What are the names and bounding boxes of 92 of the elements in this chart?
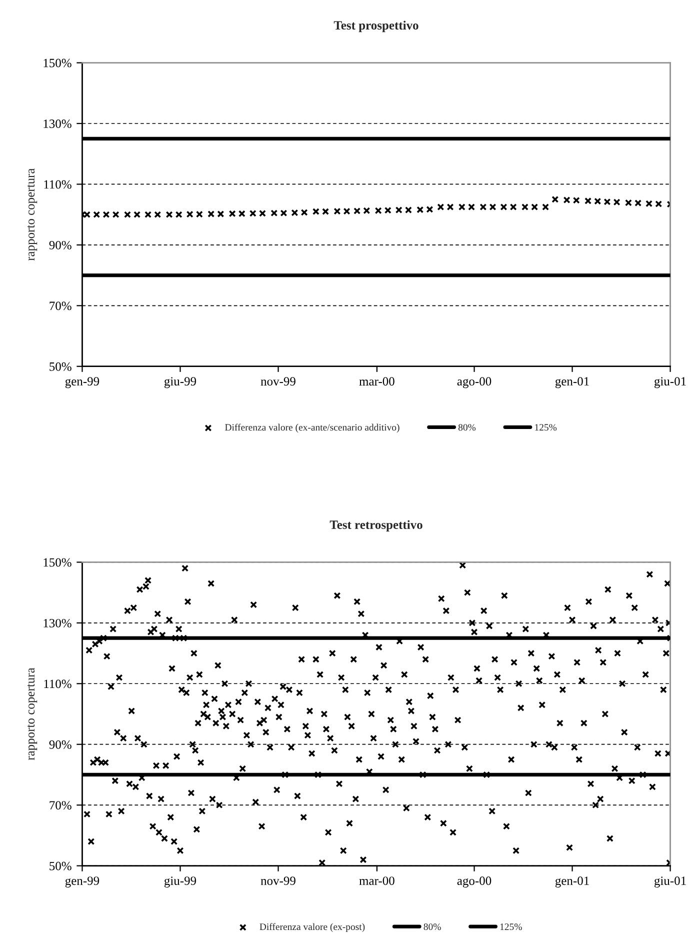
point <box>563 196 570 204</box>
legend-label: 80% <box>458 424 476 431</box>
point <box>489 203 496 210</box>
x-tick-label: mar-00 <box>359 377 394 386</box>
x-tick-label: giu-01 <box>654 876 686 888</box>
point <box>521 203 528 210</box>
point <box>280 210 288 217</box>
x-tick-label: gen-01 <box>555 876 589 888</box>
point <box>624 199 632 206</box>
point <box>300 208 308 216</box>
legend-label: 125% <box>535 424 557 431</box>
x-tick-label: mar-00 <box>359 876 394 885</box>
legend-label: 80% <box>424 923 441 930</box>
x-tick-label: giu-01 <box>654 377 686 388</box>
y-tick-label: 50% <box>50 862 72 870</box>
point <box>552 196 559 203</box>
x-tick-label: gen-01 <box>555 377 589 388</box>
point <box>258 210 266 217</box>
point <box>634 200 642 207</box>
point <box>384 206 392 214</box>
y-tick-label: 90% <box>49 740 72 749</box>
point <box>446 203 454 210</box>
point <box>363 207 370 214</box>
point <box>144 211 152 218</box>
point <box>270 210 278 217</box>
point <box>334 208 341 215</box>
point <box>166 211 173 218</box>
point <box>134 211 141 218</box>
x-tick-label: gen-99 <box>65 876 100 888</box>
y-tick-label: 130% <box>44 120 72 128</box>
point <box>217 210 224 218</box>
point <box>354 207 361 214</box>
point <box>416 206 424 214</box>
point <box>613 198 620 206</box>
point <box>238 210 246 218</box>
point <box>510 203 517 210</box>
point <box>124 211 131 218</box>
point <box>404 206 412 214</box>
x-tick-label: giu-99 <box>164 377 196 388</box>
y-tick-label: 130% <box>44 618 72 628</box>
point <box>594 198 602 205</box>
point <box>604 198 611 206</box>
point <box>374 207 382 214</box>
x-tick-label: giu-99 <box>164 876 196 888</box>
point <box>395 206 402 214</box>
point <box>186 210 194 218</box>
point <box>249 210 256 217</box>
point <box>480 203 487 210</box>
point <box>531 203 538 210</box>
point <box>458 203 466 210</box>
point <box>154 211 162 218</box>
y-axis-title: rapporto copertura <box>27 168 38 261</box>
y-tick-label: 70% <box>50 302 72 310</box>
y-tick-label: 90% <box>49 240 72 250</box>
y-tick-label: 70% <box>50 801 72 810</box>
point <box>437 203 444 210</box>
point <box>655 200 662 208</box>
y-tick-label: 150% <box>44 58 72 68</box>
point <box>312 208 320 216</box>
chart-title: Test prospettivo <box>334 20 418 32</box>
y-tick-label: 110% <box>44 180 72 189</box>
chart-title: Test retrospettivo <box>330 520 422 532</box>
point <box>208 210 215 218</box>
point <box>291 209 298 216</box>
legend-label: 125% <box>500 923 522 930</box>
point <box>646 200 653 208</box>
x-tick-label: ago-00 <box>457 876 492 888</box>
legend-label: Differenza valore (ex-post) <box>260 923 365 932</box>
point <box>84 211 91 218</box>
y-tick-label: 150% <box>44 558 72 567</box>
point <box>102 211 110 218</box>
point <box>500 203 508 210</box>
x-tick-label: gen-99 <box>65 377 100 388</box>
point <box>572 196 580 204</box>
x-tick-label: nov-99 <box>260 377 296 386</box>
x-tick-label: ago-00 <box>457 377 492 388</box>
point <box>196 210 203 218</box>
point <box>468 203 476 210</box>
y-tick-label: 50% <box>50 362 72 371</box>
point <box>112 211 120 218</box>
x-tick-label: nov-99 <box>260 876 296 885</box>
y-tick-label: 110% <box>44 680 72 688</box>
point <box>343 208 350 215</box>
legend-label: Differenza valore (ex-ante/scenario additivo) <box>225 424 400 433</box>
y-axis-title: rapporto copertura <box>27 668 38 760</box>
point <box>175 211 182 218</box>
point <box>542 203 550 210</box>
point <box>93 211 100 218</box>
point <box>584 197 592 204</box>
point <box>426 206 434 213</box>
point <box>322 208 330 216</box>
point <box>228 210 236 218</box>
